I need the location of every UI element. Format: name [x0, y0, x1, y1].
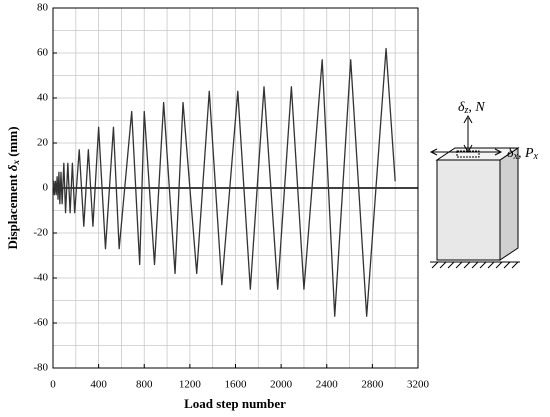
x-tick-label: 2800	[361, 379, 384, 391]
x-tick-label: 2000	[270, 379, 293, 391]
x-tick-label: 1600	[225, 379, 248, 391]
x-tick-label: 1200	[179, 379, 202, 391]
x-axis-label: Load step number	[184, 396, 286, 411]
y-tick-label: 60	[37, 47, 49, 59]
x-tick-label: 3200	[407, 379, 430, 391]
x-tick-label: 800	[136, 379, 153, 391]
displacement-line	[52, 47, 396, 317]
ground-hatch	[431, 261, 519, 269]
y-tick-label: 20	[37, 137, 49, 149]
y-tick-label: 40	[37, 92, 49, 104]
column-side	[499, 147, 519, 261]
y-tick-label: -20	[33, 227, 48, 239]
y-tick-label: -80	[33, 362, 48, 374]
lateral-sub2: x	[533, 151, 539, 162]
y-label-sub: x	[11, 160, 21, 166]
column-diagram	[429, 114, 520, 269]
lateral-rest: , P	[518, 146, 534, 161]
axial-rest: , N	[468, 100, 485, 115]
axial-symbol: δ	[458, 100, 465, 115]
y-axis-label: Displacement δx (mm)	[5, 126, 21, 249]
lateral-sub: x	[513, 151, 519, 162]
y-label-text: Displacement	[5, 171, 20, 249]
x-tick-label: 400	[90, 379, 107, 391]
axial-sub: z	[464, 105, 469, 116]
axial-label: δz, N	[458, 100, 485, 116]
lateral-symbol: δ	[507, 146, 514, 161]
x-tick-label: 0	[50, 379, 56, 391]
y-tick-label: 0	[43, 182, 49, 194]
y-label-unit: (mm)	[5, 126, 20, 160]
x-tick-label: 2400	[316, 379, 339, 391]
y-tick-label: -40	[33, 272, 48, 284]
y-tick-label: -60	[33, 317, 48, 329]
lateral-label: δx, Px	[507, 146, 539, 162]
y-label-symbol: δ	[5, 164, 20, 171]
lateral-arrowheads	[429, 148, 503, 156]
y-tick-label: 80	[37, 2, 49, 14]
column-front	[436, 159, 501, 261]
